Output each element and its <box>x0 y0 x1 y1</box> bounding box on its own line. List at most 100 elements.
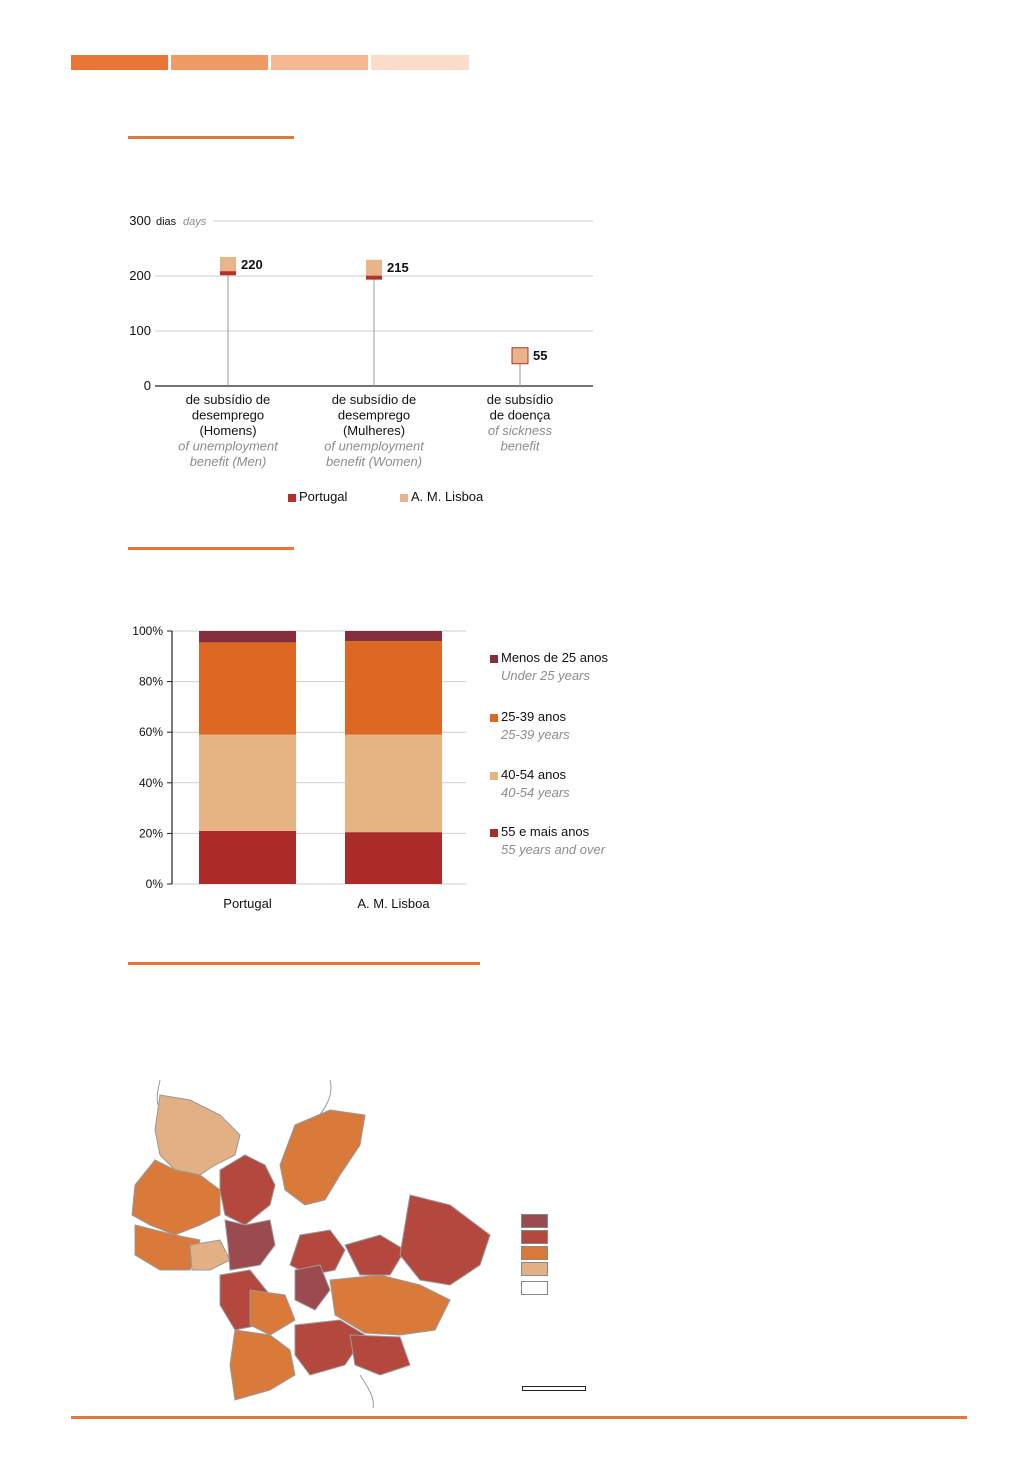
legend-sublabel-under-25: Under 25 years <box>501 668 590 683</box>
bar-segment <box>199 642 296 735</box>
data-label: 55 <box>533 348 547 363</box>
legend-swatch-40-54 <box>490 771 498 780</box>
marker-am-lisboa <box>366 259 382 276</box>
x-category-label: de doença <box>490 408 551 423</box>
x-category-label-en: of unemployment <box>324 439 425 454</box>
chart-benefit-duration: 300 200 100 0 dias days 220 215 55 de subsídio de… <box>129 213 593 469</box>
x-category-label: A. M. Lisboa <box>357 896 430 911</box>
legend-swatch-am-lisboa <box>400 493 408 502</box>
y-tick-label: 0 <box>144 378 151 393</box>
legend-sublabel-55-plus: 55 years and over <box>501 842 606 857</box>
header-bar-segment-4 <box>371 55 469 70</box>
map-legend-swatch-2 <box>521 1230 548 1244</box>
chart-age-distribution: 100% 80% 60% 40% 20% 0% Portugal A. M. Lisboa <box>132 624 466 911</box>
marker-portugal <box>366 275 382 280</box>
legend-item-25-39: 25-39 anos 25-39 years <box>490 709 570 742</box>
header-bar-segment-2 <box>171 55 268 70</box>
legend-swatch-portugal <box>288 493 296 502</box>
y-tick-label: 100 <box>129 323 151 338</box>
section-rule-1 <box>128 136 294 139</box>
legend-item-portugal: Portugal <box>288 489 347 504</box>
map-region-8 <box>289 1229 346 1276</box>
bar-segment <box>345 734 442 833</box>
bar-segment <box>199 830 296 884</box>
map-region-7 <box>279 1109 366 1206</box>
bar-segment <box>199 734 296 831</box>
x-category-label-en: benefit (Women) <box>326 454 422 469</box>
y-tick-label: 40% <box>139 776 163 790</box>
legend-label-under-25: Menos de 25 anos <box>501 650 608 665</box>
header-bar-segment-1 <box>71 55 168 70</box>
legend-label-am-lisboa: A. M. Lisboa <box>411 489 484 504</box>
legend-sublabel-25-39: 25-39 years <box>501 727 570 742</box>
y-tick-label: 0% <box>146 877 164 891</box>
bar-segment <box>345 631 442 642</box>
legend-item-55-plus: 55 e mais anos 55 years and over <box>490 824 605 857</box>
map-region-4 <box>189 1239 231 1271</box>
section-rule-2 <box>128 547 294 550</box>
footer-rule <box>71 1416 967 1419</box>
y-unit-label: dias <box>156 216 177 228</box>
x-category-label: de subsídio de <box>186 392 271 407</box>
map-region-14 <box>294 1319 366 1376</box>
y-tick-label: 80% <box>139 675 163 689</box>
map-region-9 <box>344 1234 406 1276</box>
legend-label-25-39: 25-39 anos <box>501 709 567 724</box>
bar-segment <box>345 641 442 735</box>
bar-segment <box>199 631 296 643</box>
legend-label-55-plus: 55 e mais anos <box>501 824 590 839</box>
bar-segment <box>345 832 442 884</box>
x-category-label: (Homens) <box>199 423 256 438</box>
marker-am-lisboa <box>220 257 236 273</box>
x-category-label-en: of sickness <box>488 423 553 438</box>
x-category-label: desemprego <box>192 408 264 423</box>
map-scale-bar <box>522 1386 586 1391</box>
map-region-5 <box>219 1154 276 1226</box>
legend-item-under-25: Menos de 25 anos Under 25 years <box>490 650 608 683</box>
map-river-south <box>359 1374 374 1409</box>
x-category-label: de subsídio <box>487 392 554 407</box>
map-region-12 <box>249 1289 296 1336</box>
map-legend-swatch-5 <box>521 1281 548 1295</box>
map-region-17 <box>349 1334 411 1376</box>
map-region-15 <box>329 1274 451 1336</box>
map-region-2 <box>131 1159 221 1236</box>
y-tick-label: 20% <box>139 826 163 840</box>
legend-item-am-lisboa: A. M. Lisboa <box>400 489 483 504</box>
data-label: 215 <box>387 260 409 275</box>
header-bar-segment-3 <box>271 55 368 70</box>
map-region-1 <box>154 1094 241 1176</box>
map-region-6 <box>224 1219 276 1271</box>
marker-am-lisboa <box>511 347 529 365</box>
map-region-16 <box>399 1194 491 1286</box>
y-tick-label: 60% <box>139 725 163 739</box>
legend-swatch-25-39 <box>490 713 498 722</box>
y-tick-label: 100% <box>132 624 163 638</box>
map-region-10 <box>294 1264 331 1311</box>
legend-sublabel-40-54: 40-54 years <box>501 785 570 800</box>
section-rule-3 <box>128 962 480 965</box>
choropleth-map <box>131 1079 491 1409</box>
map-region-3 <box>134 1224 201 1271</box>
map-region-13 <box>229 1329 296 1401</box>
x-category-label: desemprego <box>338 408 410 423</box>
x-category-label-en: benefit (Men) <box>190 454 267 469</box>
x-category-label: Portugal <box>223 896 272 911</box>
map-legend-swatch-3 <box>521 1246 548 1260</box>
x-category-label-en: benefit <box>500 439 540 454</box>
map-legend-swatch-1 <box>521 1214 548 1228</box>
legend-label-portugal: Portugal <box>299 489 348 504</box>
marker-portugal <box>220 271 236 276</box>
legend-item-40-54: 40-54 anos 40-54 years <box>490 767 570 800</box>
map-legend-swatch-4 <box>521 1262 548 1276</box>
map-river-north <box>156 1079 161 1106</box>
legend-label-40-54: 40-54 anos <box>501 767 567 782</box>
y-unit-label-en: days <box>183 216 207 228</box>
y-tick-label: 200 <box>129 268 151 283</box>
x-category-label-en: of unemployment <box>178 439 279 454</box>
legend-swatch-55-plus <box>490 828 498 837</box>
x-category-label: (Mulheres) <box>343 423 405 438</box>
data-label: 220 <box>241 257 263 272</box>
y-tick-label: 300 <box>129 213 151 228</box>
